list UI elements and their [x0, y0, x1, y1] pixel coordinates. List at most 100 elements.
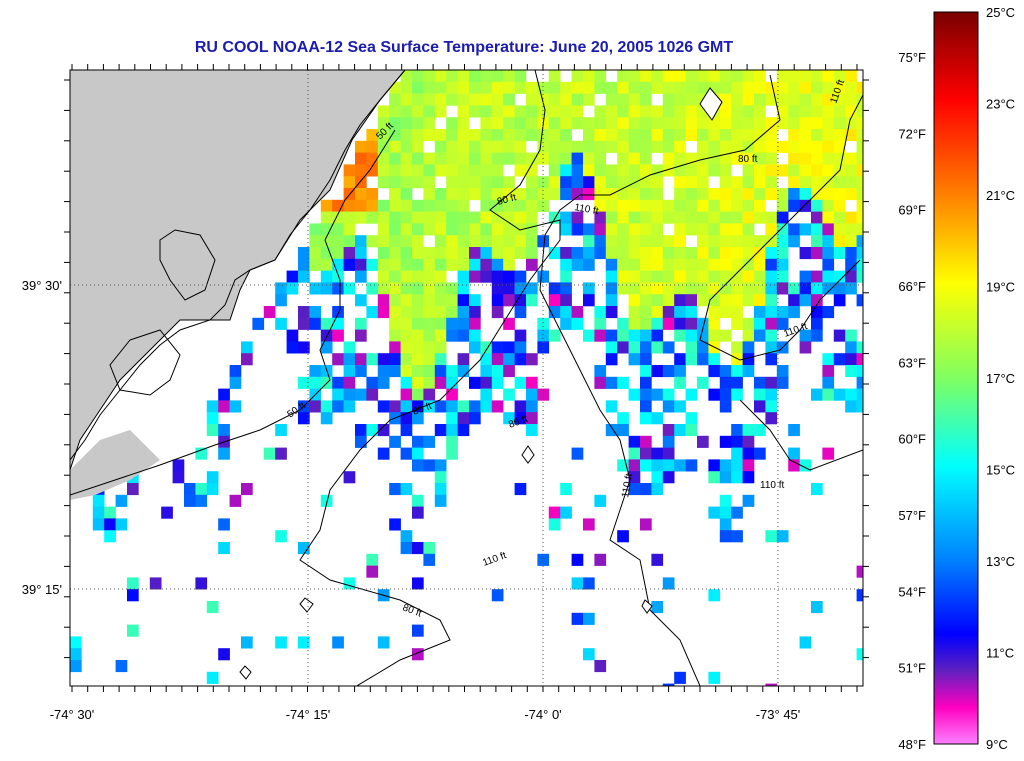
- sst-cell: [491, 258, 504, 271]
- sst-cell: [389, 176, 401, 189]
- sst-cell: [662, 152, 675, 165]
- sst-cell: [742, 199, 755, 212]
- sst-cell: [605, 353, 618, 366]
- sst-cell: [377, 176, 390, 189]
- sst-cell: [742, 353, 755, 366]
- sst-cell: [571, 247, 584, 260]
- sst-cell: [560, 93, 572, 106]
- sst-cell: [731, 341, 743, 354]
- sst-cell: [605, 105, 618, 118]
- sst-cell: [594, 164, 607, 177]
- sst-cell: [754, 188, 766, 201]
- sst-cell: [833, 199, 846, 212]
- sst-cell: [719, 223, 732, 236]
- sst-cell: [822, 388, 835, 401]
- sst-cell: [811, 306, 823, 319]
- sst-cell: [605, 341, 618, 354]
- sst-cell: [491, 270, 504, 283]
- sst-cell: [366, 211, 379, 224]
- sst-cell: [343, 341, 356, 354]
- sst-cell: [719, 176, 732, 189]
- sst-cell: [617, 317, 629, 330]
- sst-cell: [811, 317, 823, 330]
- sst-cell: [845, 105, 857, 118]
- sst-cell: [708, 388, 721, 401]
- sst-cell: [708, 353, 721, 366]
- sst-cell: [423, 223, 436, 236]
- sst-cell: [674, 294, 686, 307]
- sst-cell: [491, 140, 504, 153]
- sst-cell: [651, 117, 664, 130]
- sst-cell: [423, 117, 436, 130]
- sst-cell: [583, 93, 595, 106]
- sst-cell: [845, 270, 857, 283]
- sst-cell: [754, 93, 766, 106]
- sst-cell: [218, 388, 230, 401]
- sst-cell: [811, 105, 823, 118]
- sst-cell: [457, 247, 470, 260]
- sst-cell: [332, 636, 344, 649]
- sst-cell: [457, 152, 470, 165]
- sst-cell: [605, 81, 618, 94]
- sst-cell: [640, 365, 652, 378]
- sst-cell: [366, 258, 379, 271]
- sst-cell: [754, 199, 766, 212]
- sst-cell: [400, 81, 413, 94]
- sst-cell: [640, 117, 652, 130]
- sst-cell: [640, 70, 652, 83]
- sst-cell: [434, 81, 447, 94]
- sst-cell: [651, 81, 664, 94]
- sst-cell: [412, 317, 424, 330]
- sst-cell: [355, 294, 367, 307]
- sst-cell: [754, 376, 766, 389]
- sst-cell: [560, 188, 572, 201]
- sst-cell: [822, 270, 835, 283]
- sst-cell: [480, 117, 493, 130]
- sst-cell: [799, 188, 812, 201]
- sst-cell: [651, 388, 664, 401]
- sst-cell: [423, 376, 436, 389]
- sst-cell: [491, 176, 504, 189]
- sst-cell: [423, 270, 436, 283]
- sst-cell: [719, 388, 732, 401]
- sst-cell: [651, 199, 664, 212]
- sst-cell: [617, 105, 629, 118]
- sst-cell: [377, 294, 390, 307]
- sst-cell: [594, 211, 607, 224]
- sst-cell: [811, 129, 823, 142]
- sst-cell: [469, 129, 481, 142]
- sst-cell: [788, 199, 800, 212]
- sst-cell: [708, 459, 721, 472]
- sst-cell: [594, 494, 607, 507]
- sst-cell: [377, 235, 390, 248]
- sst-cell: [719, 435, 732, 448]
- sst-cell: [742, 81, 755, 94]
- sst-cell: [412, 624, 424, 637]
- sst-cell: [332, 306, 344, 319]
- sst-cell: [856, 247, 863, 260]
- sst-cell: [389, 270, 401, 283]
- sst-cell: [548, 247, 561, 260]
- sst-cell: [822, 117, 835, 130]
- sst-cell: [617, 129, 629, 142]
- sst-cell: [754, 176, 766, 189]
- sst-cell: [594, 105, 607, 118]
- sst-cell: [799, 93, 812, 106]
- sst-cell: [469, 412, 481, 425]
- sst-cell: [628, 247, 641, 260]
- sst-cell: [742, 317, 755, 330]
- sst-cell: [491, 589, 504, 602]
- sst-cell: [822, 376, 835, 389]
- sst-cell: [469, 152, 481, 165]
- sst-cell: [674, 176, 686, 189]
- sst-cell: [412, 211, 424, 224]
- sst-cell: [526, 353, 538, 366]
- sst-cell: [776, 199, 789, 212]
- sst-cell: [845, 176, 857, 189]
- sst-cell: [298, 317, 310, 330]
- sst-cell: [400, 129, 413, 142]
- sst-cell: [434, 353, 447, 366]
- sst-cell: [571, 164, 584, 177]
- sst-cell: [822, 199, 835, 212]
- sst-cell: [548, 506, 561, 519]
